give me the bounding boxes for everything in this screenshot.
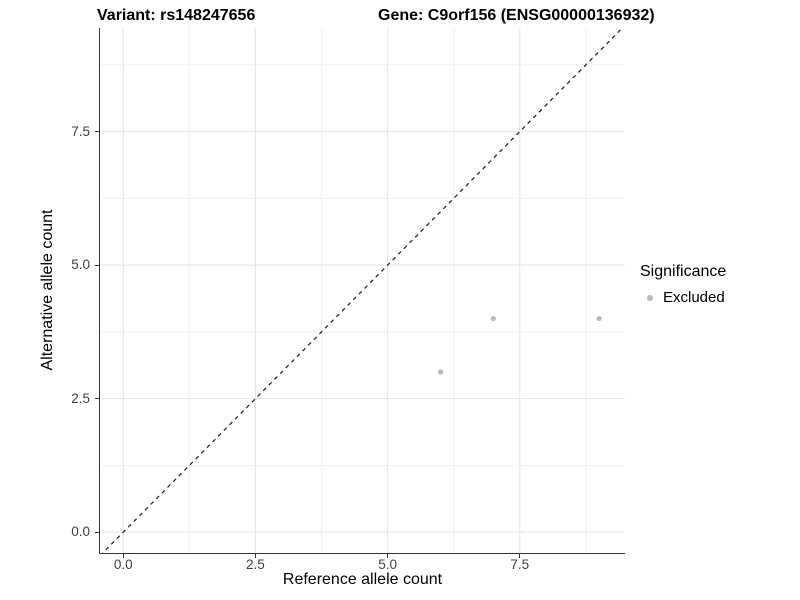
legend-title: Significance xyxy=(640,263,727,280)
identity-reference-line xyxy=(101,28,624,553)
y-tick-mark xyxy=(95,398,99,400)
legend-key xyxy=(640,290,660,306)
data-point xyxy=(596,315,602,322)
x-tick-label: 7.5 xyxy=(510,557,530,572)
x-axis-line xyxy=(99,553,625,554)
y-axis-title: Alternative allele count xyxy=(39,209,56,371)
y-tick-label: 2.5 xyxy=(71,390,90,406)
x-tick-mark xyxy=(519,554,521,558)
x-tick-label: 2.5 xyxy=(246,557,265,572)
legend: Significance Excluded xyxy=(640,263,726,306)
plot-title-gene: Gene: C9orf156 (ENSG00000136932) xyxy=(378,7,655,24)
data-point xyxy=(437,369,444,375)
y-axis-line xyxy=(99,28,100,554)
x-axis-title: Reference allele count xyxy=(282,571,443,588)
x-tick-label: 0.0 xyxy=(113,557,133,572)
plot-area xyxy=(100,28,625,553)
x-tick-mark xyxy=(122,554,124,558)
legend-item-label: Excluded xyxy=(663,289,725,306)
y-tick-label: 0.0 xyxy=(71,524,90,540)
data-point xyxy=(490,315,496,322)
y-tick-mark xyxy=(95,264,99,266)
circle-icon xyxy=(647,294,653,301)
x-tick-mark xyxy=(387,554,389,558)
legend-item-excluded: Excluded xyxy=(640,289,726,306)
plot-title-variant: Variant: rs148247656 xyxy=(97,7,256,24)
y-tick-mark xyxy=(95,131,99,133)
y-tick-label: 5.0 xyxy=(71,257,90,273)
x-tick-label: 5.0 xyxy=(378,557,397,572)
x-tick-mark xyxy=(254,554,256,558)
plot-panel xyxy=(100,28,625,553)
y-tick-mark xyxy=(95,531,99,533)
y-tick-label: 7.5 xyxy=(71,123,90,139)
